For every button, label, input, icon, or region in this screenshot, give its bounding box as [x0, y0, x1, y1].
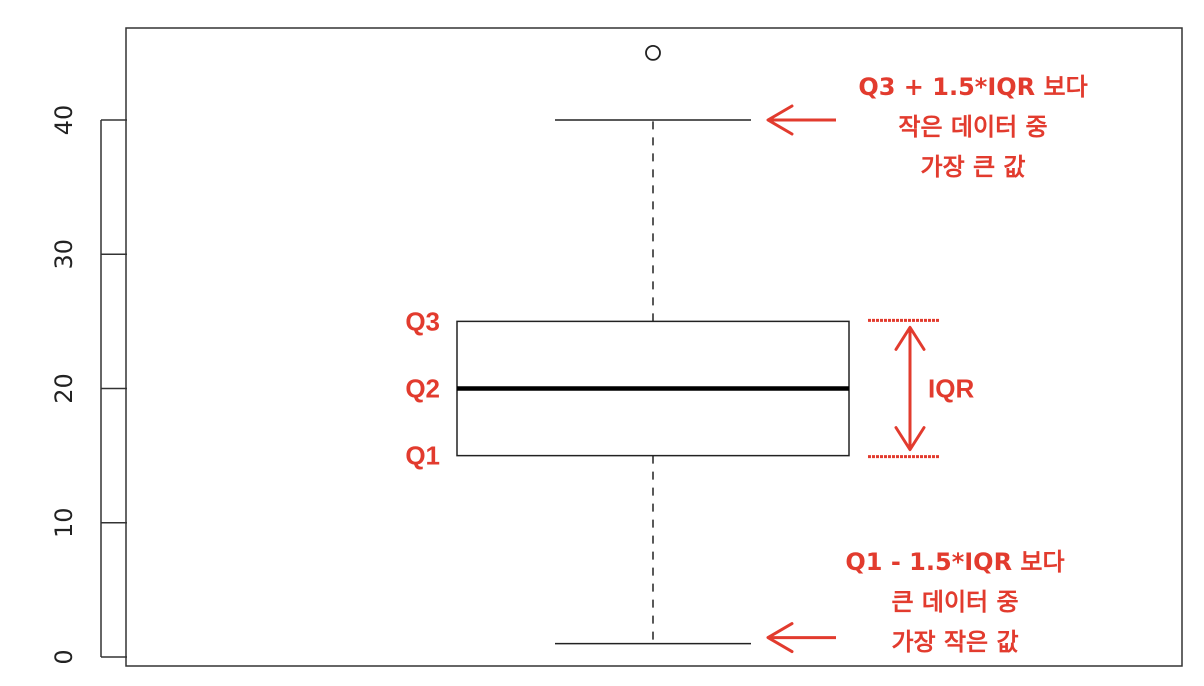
upper-annotation-line-3: 가장 큰 값: [920, 153, 1025, 181]
boxplot: [456, 44, 850, 645]
q1-label: Q1: [405, 441, 440, 471]
plot-frame: [125, 27, 1183, 667]
annotations: Q3 Q2 Q1 IQR Q3 + 1.5*IQR 보다 작은 데이터 중 가장…: [405, 73, 1087, 656]
y-tick-label: 10: [50, 507, 78, 538]
lower-arrow-head: [766, 622, 794, 654]
y-tick-label: 20: [50, 373, 78, 404]
upper-annotation-line-2: 작은 데이터 중: [898, 113, 1047, 141]
q2-label: Q2: [405, 374, 440, 404]
iqr-label: IQR: [928, 374, 974, 404]
upper-annotation-line-1: Q3 + 1.5*IQR 보다: [858, 73, 1087, 101]
iqr-arrow-head-up: [894, 325, 926, 351]
y-tick-label: 0: [50, 649, 78, 664]
q3-label: Q3: [405, 306, 440, 336]
y-tick-label: 30: [50, 239, 78, 270]
outlier-point: [645, 44, 661, 61]
lower-annotation-line-2: 큰 데이터 중: [891, 588, 1018, 616]
upper-arrow-head: [766, 104, 794, 136]
lower-annotation-line-3: 가장 작은 값: [891, 628, 1018, 656]
y-axis: 0 10 20 30 40: [50, 105, 127, 665]
y-tick-label: 40: [50, 105, 78, 136]
lower-annotation-line-1: Q1 - 1.5*IQR 보다: [845, 548, 1064, 576]
iqr-arrow-head-down: [894, 426, 926, 452]
arrows: [766, 104, 940, 654]
